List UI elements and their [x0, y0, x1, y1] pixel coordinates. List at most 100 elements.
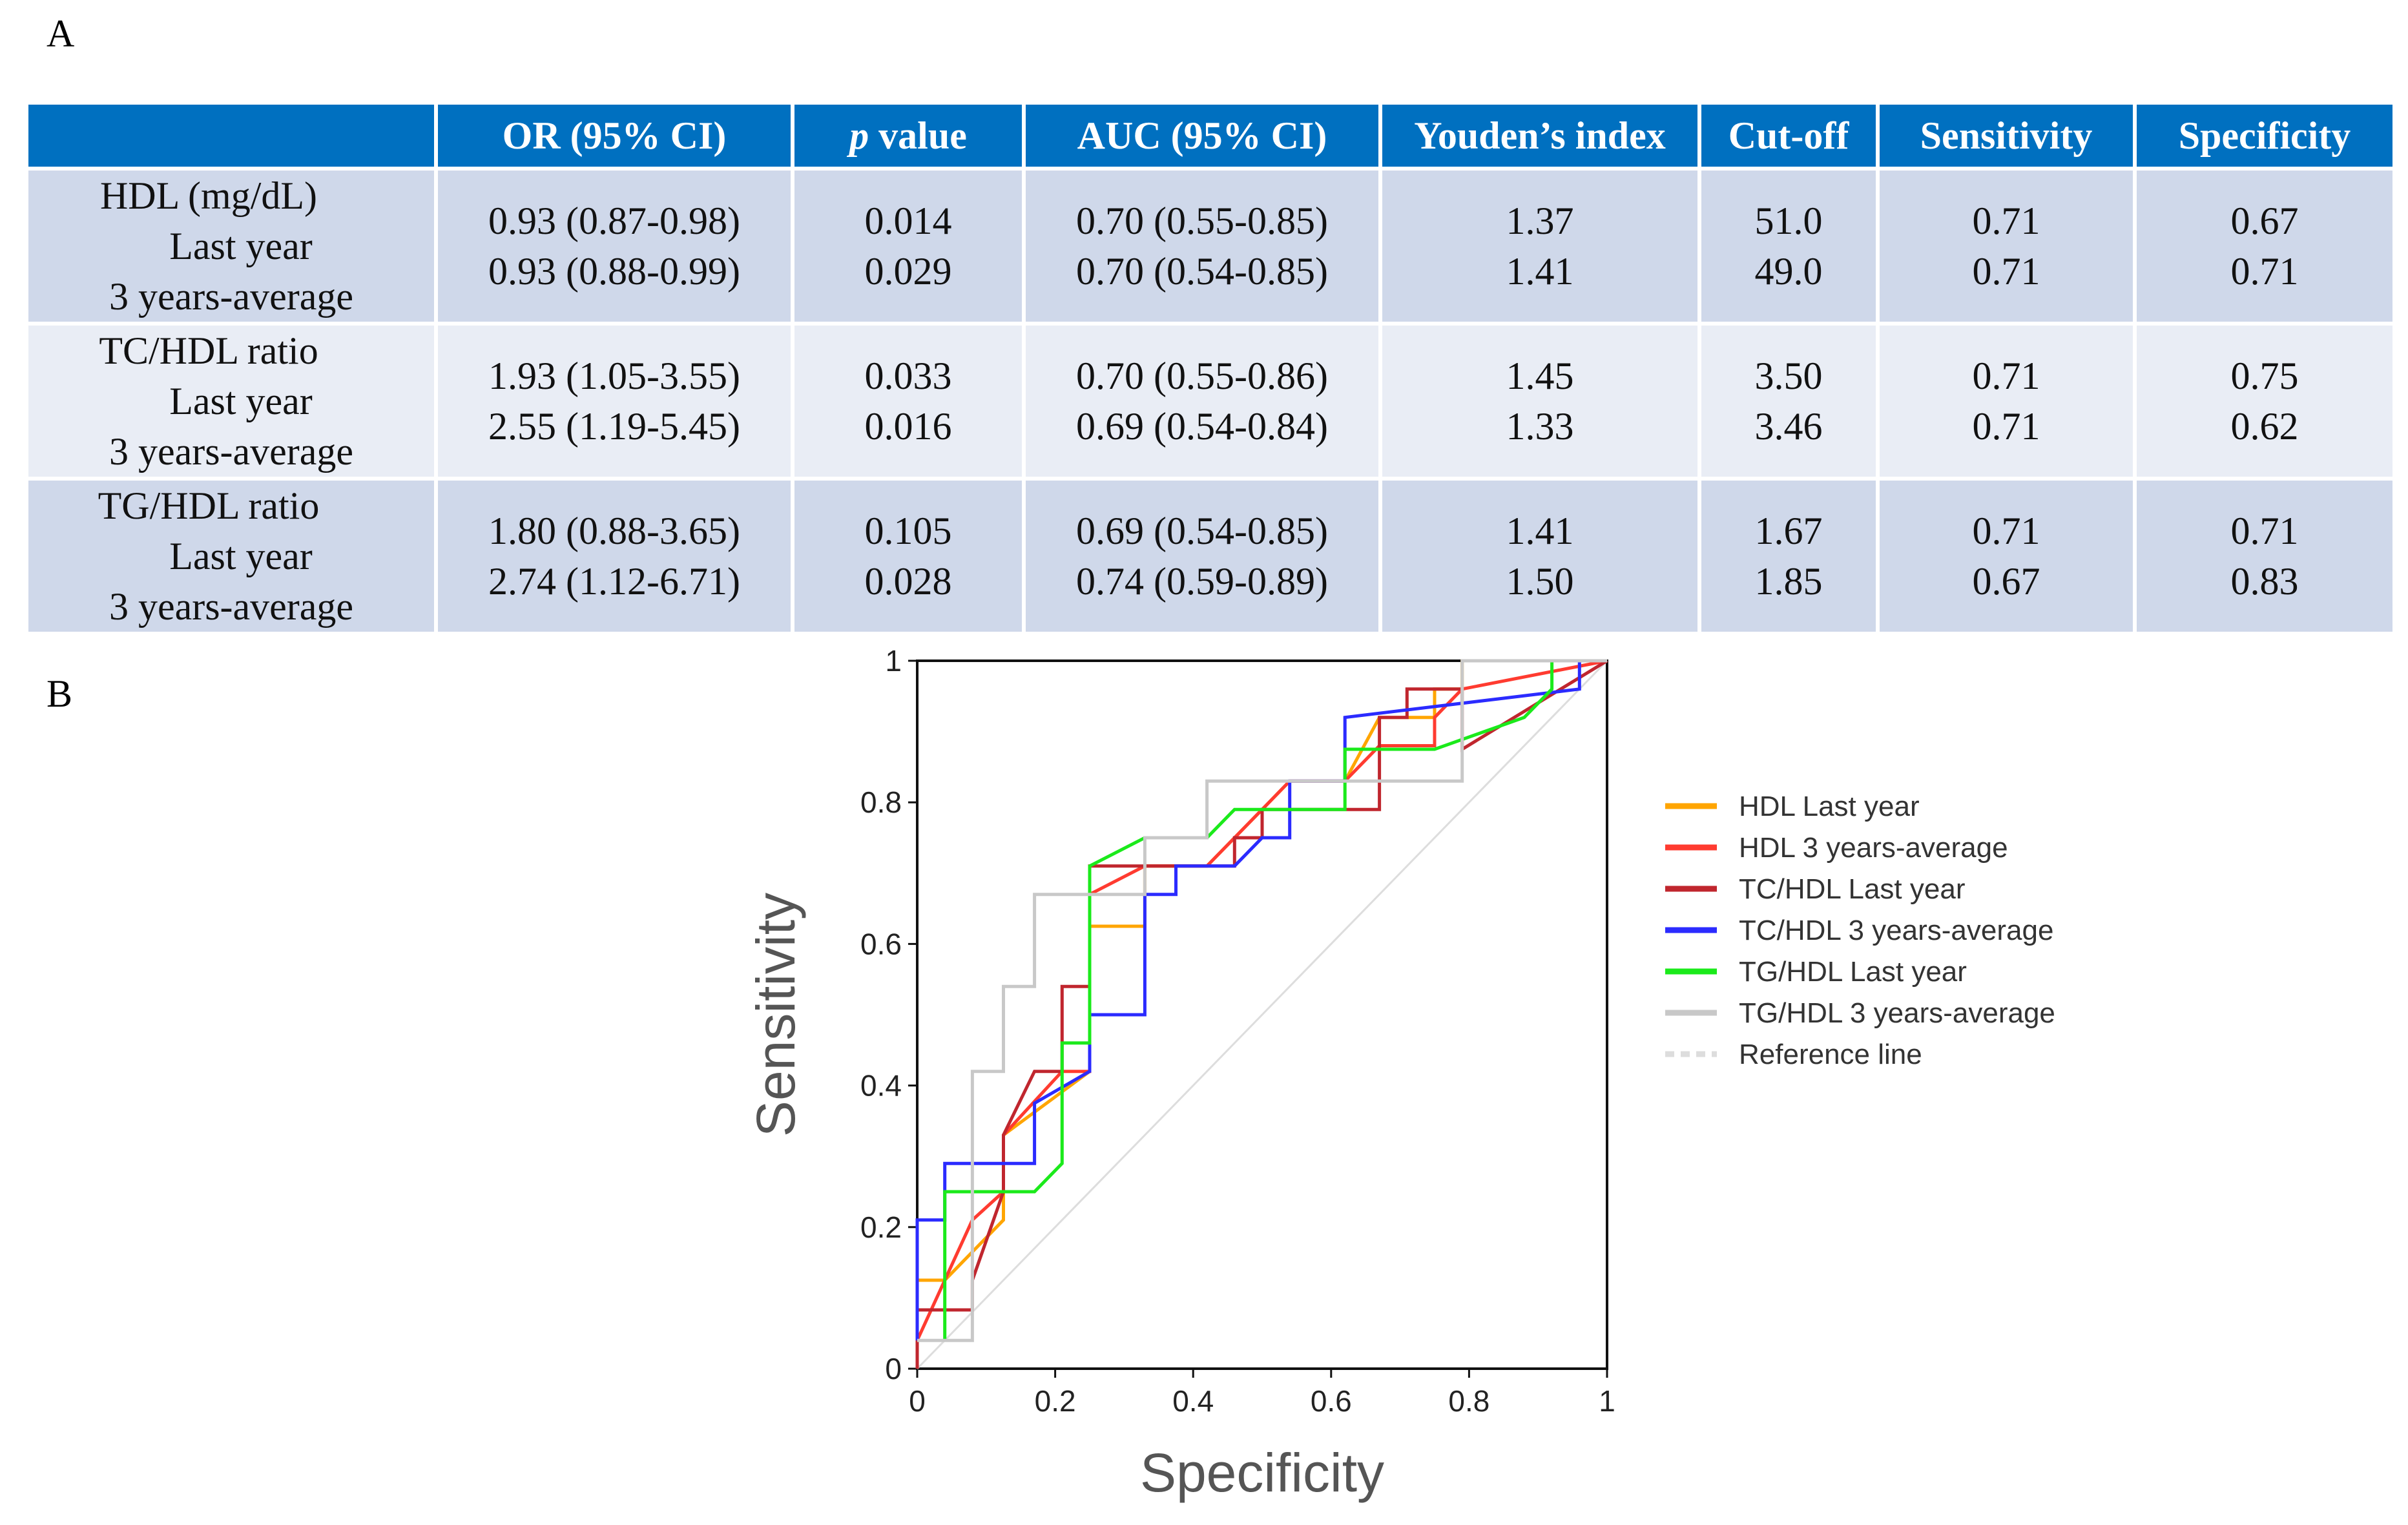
y-axis-label: Sensitivity: [745, 893, 806, 1137]
value: 0.74 (0.59-0.89): [1076, 560, 1328, 603]
table-row: TG/HDL ratio Last year 3 years-average 1…: [28, 481, 2392, 632]
y-tick-label: 0.2: [860, 1210, 902, 1244]
auc-cell: 0.69 (0.54-0.85) 0.74 (0.59-0.89): [1026, 481, 1378, 632]
x-tick-label: 0.2: [1035, 1384, 1076, 1418]
legend-label-tc-hdl-3-years-average: TC/HDL 3 years-average: [1739, 915, 2053, 946]
specificity-cell: 0.75 0.62: [2137, 326, 2392, 477]
variable-sub-last-year: Last year: [169, 380, 313, 422]
series-line-tg-hdl-3-years-average: [917, 659, 1607, 1342]
value: 1.93 (1.05-3.55): [488, 355, 740, 397]
value: 3.50: [1754, 355, 1823, 397]
x-tick-label: 0.8: [1448, 1384, 1489, 1418]
p-cell: 0.105 0.028: [794, 481, 1022, 632]
x-tick-label: 0.6: [1311, 1384, 1352, 1418]
header-p-italic: p: [849, 114, 869, 157]
youden-cell: 1.45 1.33: [1382, 326, 1697, 477]
header-youden: Youden’s index: [1382, 105, 1697, 167]
or-cell: 1.80 (0.88-3.65) 2.74 (1.12-6.71): [438, 481, 791, 632]
value: 0.69 (0.54-0.84): [1076, 405, 1328, 448]
x-tick-label: 1: [1599, 1384, 1615, 1418]
value: 1.37: [1506, 200, 1574, 242]
specificity-cell: 0.71 0.83: [2137, 481, 2392, 632]
sensitivity-cell: 0.71 0.67: [1880, 481, 2133, 632]
value: 0.71: [1972, 355, 2040, 397]
value: 51.0: [1754, 200, 1823, 242]
value: 2.74 (1.12-6.71): [488, 560, 740, 603]
table-row: HDL (mg/dL) Last year 3 years-average 0.…: [28, 171, 2392, 322]
variable-sub-3-years: 3 years-average: [109, 585, 354, 628]
variable-name: HDL (mg/dL): [99, 174, 318, 217]
legend-label-tg-hdl-last-year: TG/HDL Last year: [1739, 956, 1967, 988]
y-tick-label: 1: [885, 644, 902, 678]
value: 1.50: [1506, 560, 1574, 603]
value: 0.71: [2230, 250, 2299, 293]
value: 0.93 (0.87-0.98): [488, 200, 740, 242]
youden-cell: 1.41 1.50: [1382, 481, 1697, 632]
x-tick-label: 0: [909, 1384, 926, 1418]
value: 1.41: [1506, 250, 1574, 293]
value: 1.45: [1506, 355, 1574, 397]
specificity-cell: 0.67 0.71: [2137, 171, 2392, 322]
y-tick-label: 0.6: [860, 927, 902, 960]
legend-label-tc-hdl-last-year: TC/HDL Last year: [1739, 873, 1965, 905]
header-or: OR (95% CI): [438, 105, 791, 167]
variable-name: TC/HDL ratio: [99, 329, 318, 372]
header-p-rest: value: [869, 114, 967, 157]
y-tick-label: 0.8: [860, 785, 902, 819]
value: 0.71: [1972, 510, 2040, 552]
y-tick-label: 0: [885, 1352, 902, 1385]
legend-label-hdl-3-years-average: HDL 3 years-average: [1739, 832, 2008, 864]
value: 1.85: [1754, 560, 1823, 603]
header-specificity: Specificity: [2137, 105, 2392, 167]
value: 0.70 (0.55-0.86): [1076, 355, 1328, 397]
panel-a-label: A: [47, 12, 75, 55]
cutoff-cell: 51.0 49.0: [1701, 171, 1876, 322]
value: 0.71: [1972, 200, 2040, 242]
header-p-value: p value: [794, 105, 1022, 167]
value: 0.029: [864, 250, 952, 293]
variable-cell: TC/HDL ratio Last year 3 years-average: [28, 326, 434, 477]
value: 2.55 (1.19-5.45): [488, 405, 740, 448]
value: 0.71: [1972, 250, 2040, 293]
variable-sub-last-year: Last year: [169, 225, 313, 267]
value: 0.105: [864, 510, 952, 552]
value: 0.67: [2230, 200, 2299, 242]
sensitivity-cell: 0.71 0.71: [1880, 171, 2133, 322]
x-tick-label: 0.4: [1172, 1384, 1214, 1418]
value: 0.71: [2230, 510, 2299, 552]
value: 0.62: [2230, 405, 2299, 448]
auc-cell: 0.70 (0.55-0.86) 0.69 (0.54-0.84): [1026, 326, 1378, 477]
value: 1.80 (0.88-3.65): [488, 510, 740, 552]
variable-sub-3-years: 3 years-average: [109, 430, 354, 473]
value: 0.70 (0.54-0.85): [1076, 250, 1328, 293]
variable-sub-last-year: Last year: [169, 535, 313, 577]
y-tick-label: 0.4: [860, 1069, 902, 1103]
value: 0.67: [1972, 560, 2040, 603]
sensitivity-cell: 0.71 0.71: [1880, 326, 2133, 477]
p-cell: 0.033 0.016: [794, 326, 1022, 477]
auc-cell: 0.70 (0.55-0.85) 0.70 (0.54-0.85): [1026, 171, 1378, 322]
legend-label-reference-line: Reference line: [1739, 1039, 1922, 1070]
value: 1.41: [1506, 510, 1574, 552]
series-line-reference-line: [916, 659, 1608, 1370]
value: 49.0: [1754, 250, 1823, 293]
youden-cell: 1.37 1.41: [1382, 171, 1697, 322]
legend-label-hdl-last-year: HDL Last year: [1739, 791, 1920, 822]
value: 0.033: [864, 355, 952, 397]
value: 0.75: [2230, 355, 2299, 397]
value: 0.014: [864, 200, 952, 242]
variable-sub-3-years: 3 years-average: [109, 275, 354, 318]
or-cell: 0.93 (0.87-0.98) 0.93 (0.88-0.99): [438, 171, 791, 322]
variable-name: TG/HDL ratio: [98, 484, 320, 527]
table-row: TC/HDL ratio Last year 3 years-average 1…: [28, 326, 2392, 477]
cutoff-cell: 1.67 1.85: [1701, 481, 1876, 632]
panel-b-label: B: [47, 672, 73, 715]
table-header-row: OR (95% CI) p value AUC (95% CI) Youden’…: [28, 105, 2392, 167]
p-cell: 0.014 0.029: [794, 171, 1022, 322]
value: 0.83: [2230, 560, 2299, 603]
value: 0.93 (0.88-0.99): [488, 250, 740, 293]
header-cutoff: Cut-off: [1701, 105, 1876, 167]
legend-label-tg-hdl-3-years-average: TG/HDL 3 years-average: [1739, 997, 2055, 1029]
value: 0.70 (0.55-0.85): [1076, 200, 1328, 242]
